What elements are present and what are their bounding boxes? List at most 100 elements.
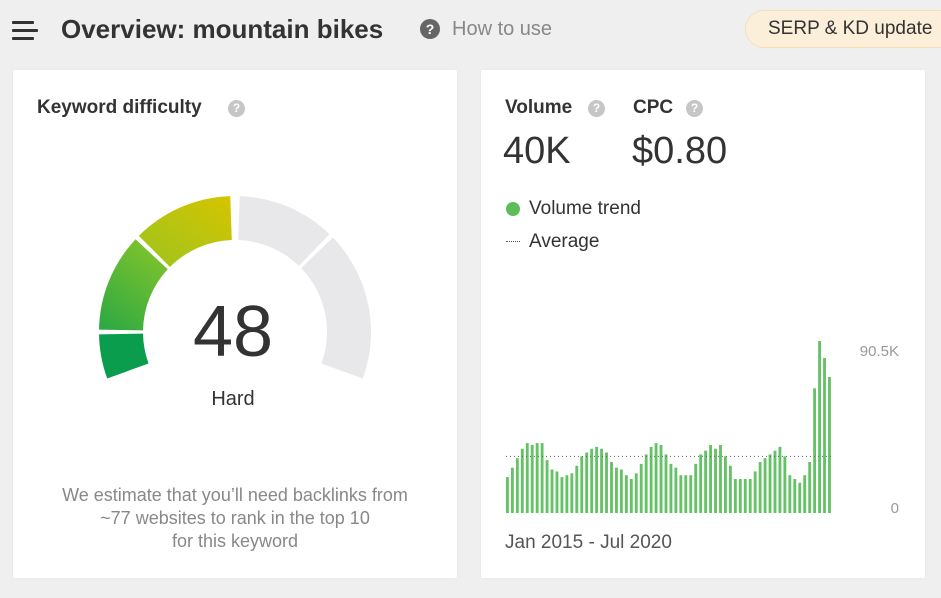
legend-volume-trend: Volume trend [529, 198, 641, 219]
volume-bar [575, 465, 579, 513]
volume-bar [719, 444, 722, 513]
volume-bar [639, 463, 643, 513]
volume-bar [649, 446, 653, 513]
volume-bar [763, 458, 767, 513]
volume-bar [803, 475, 807, 513]
volume-bar [778, 446, 782, 513]
volume-bar [535, 443, 539, 513]
y-tick-zero: 0 [890, 500, 899, 517]
volume-label: Volume [505, 97, 573, 118]
volume-bar [828, 376, 831, 513]
gauge-segment-easy [99, 333, 149, 379]
volume-bar [733, 478, 737, 513]
volume-card: Volume ? 40K CPC ? $0.80 Volume trend Av… [481, 70, 925, 578]
menu-icon[interactable] [12, 20, 38, 40]
volume-bar [679, 475, 683, 513]
volume-bar [515, 458, 519, 513]
volume-bar [654, 443, 658, 513]
volume-trend-chart [506, 341, 833, 513]
gauge-segment-empty [238, 196, 330, 266]
keyword-difficulty-card: Keyword difficulty ? 48 Hard We estimate… [13, 70, 457, 578]
volume-bar [550, 469, 554, 513]
volume-bar [694, 463, 698, 513]
kd-help-icon[interactable]: ? [228, 100, 245, 117]
kd-estimate-note: We estimate that you’ll need backlinks f… [33, 484, 437, 553]
legend-average: Average [529, 231, 600, 252]
gauge-segment-hard [138, 196, 232, 267]
serp-update-badge[interactable]: SERP & KD update [745, 10, 941, 48]
cpc-help-icon[interactable]: ? [686, 100, 703, 117]
volume-bar [793, 478, 797, 513]
volume-bar [684, 475, 688, 513]
gauge-segment-empty [301, 237, 371, 379]
volume-bar [530, 444, 534, 513]
volume-bar [813, 388, 817, 513]
volume-bar [510, 467, 514, 513]
y-tick-max: 90.5K [859, 343, 899, 360]
volume-bar [624, 475, 628, 513]
kd-note-line: We estimate that you’ll need backlinks f… [62, 485, 408, 505]
volume-bar [798, 482, 802, 513]
volume-bar [818, 341, 822, 513]
volume-bar [585, 452, 589, 513]
volume-bar [709, 444, 713, 513]
kd-label: Keyword difficulty [37, 97, 202, 118]
volume-bar [714, 448, 717, 513]
volume-bar [610, 461, 613, 513]
volume-bar [783, 456, 787, 513]
volume-bar [669, 463, 673, 513]
volume-bar [659, 444, 663, 513]
volume-bar [743, 478, 747, 513]
volume-bar [768, 454, 772, 513]
cpc-label: CPC [633, 97, 674, 118]
volume-bar [619, 469, 623, 513]
volume-bar [570, 473, 574, 513]
volume-bar [699, 454, 703, 513]
date-range: Jan 2015 - Jul 2020 [505, 532, 672, 553]
volume-bar [565, 475, 569, 513]
volume-bar [520, 448, 524, 513]
volume-bar [644, 454, 648, 513]
top-bar: Overview: mountain bikes ? How to use SE… [0, 0, 941, 62]
volume-bar [595, 446, 599, 513]
volume-bar [540, 443, 544, 513]
volume-bar [506, 477, 509, 513]
volume-bar [634, 473, 638, 513]
volume-value: 40K [503, 130, 571, 172]
kd-gauge [99, 196, 371, 379]
volume-bar [823, 358, 826, 513]
volume-bar [664, 454, 668, 513]
volume-bar [545, 460, 549, 513]
volume-bar [629, 478, 633, 513]
average-legend-icon [506, 241, 520, 242]
volume-bar [788, 475, 792, 513]
kd-level: Hard [211, 388, 255, 410]
cpc-value: $0.80 [632, 130, 728, 172]
volume-bar [590, 448, 594, 513]
volume-help-icon[interactable]: ? [588, 100, 605, 117]
volume-bar [525, 443, 529, 513]
volume-bar [580, 456, 584, 513]
help-icon[interactable]: ? [420, 19, 440, 39]
volume-bar [600, 448, 604, 513]
volume-bar [674, 467, 678, 513]
volume-trend-legend-icon [506, 202, 520, 216]
volume-bar [753, 471, 757, 513]
gauge-segment-medium [99, 239, 168, 331]
volume-bar [555, 471, 559, 513]
volume-bar [738, 478, 742, 513]
kd-note-line: for this keyword [171, 531, 299, 551]
volume-bar [728, 465, 732, 513]
volume-bar [724, 456, 727, 513]
volume-bar [773, 450, 777, 513]
volume-bar [615, 467, 618, 513]
how-to-use-link[interactable]: How to use [452, 18, 553, 40]
volume-bar [808, 461, 812, 513]
volume-bar [605, 452, 608, 513]
volume-bar [758, 461, 762, 513]
page-title: Overview: mountain bikes [61, 14, 384, 44]
volume-bar [748, 478, 752, 513]
volume-bar [689, 475, 693, 513]
kd-score: 48 [192, 292, 274, 372]
volume-bar [560, 477, 564, 513]
